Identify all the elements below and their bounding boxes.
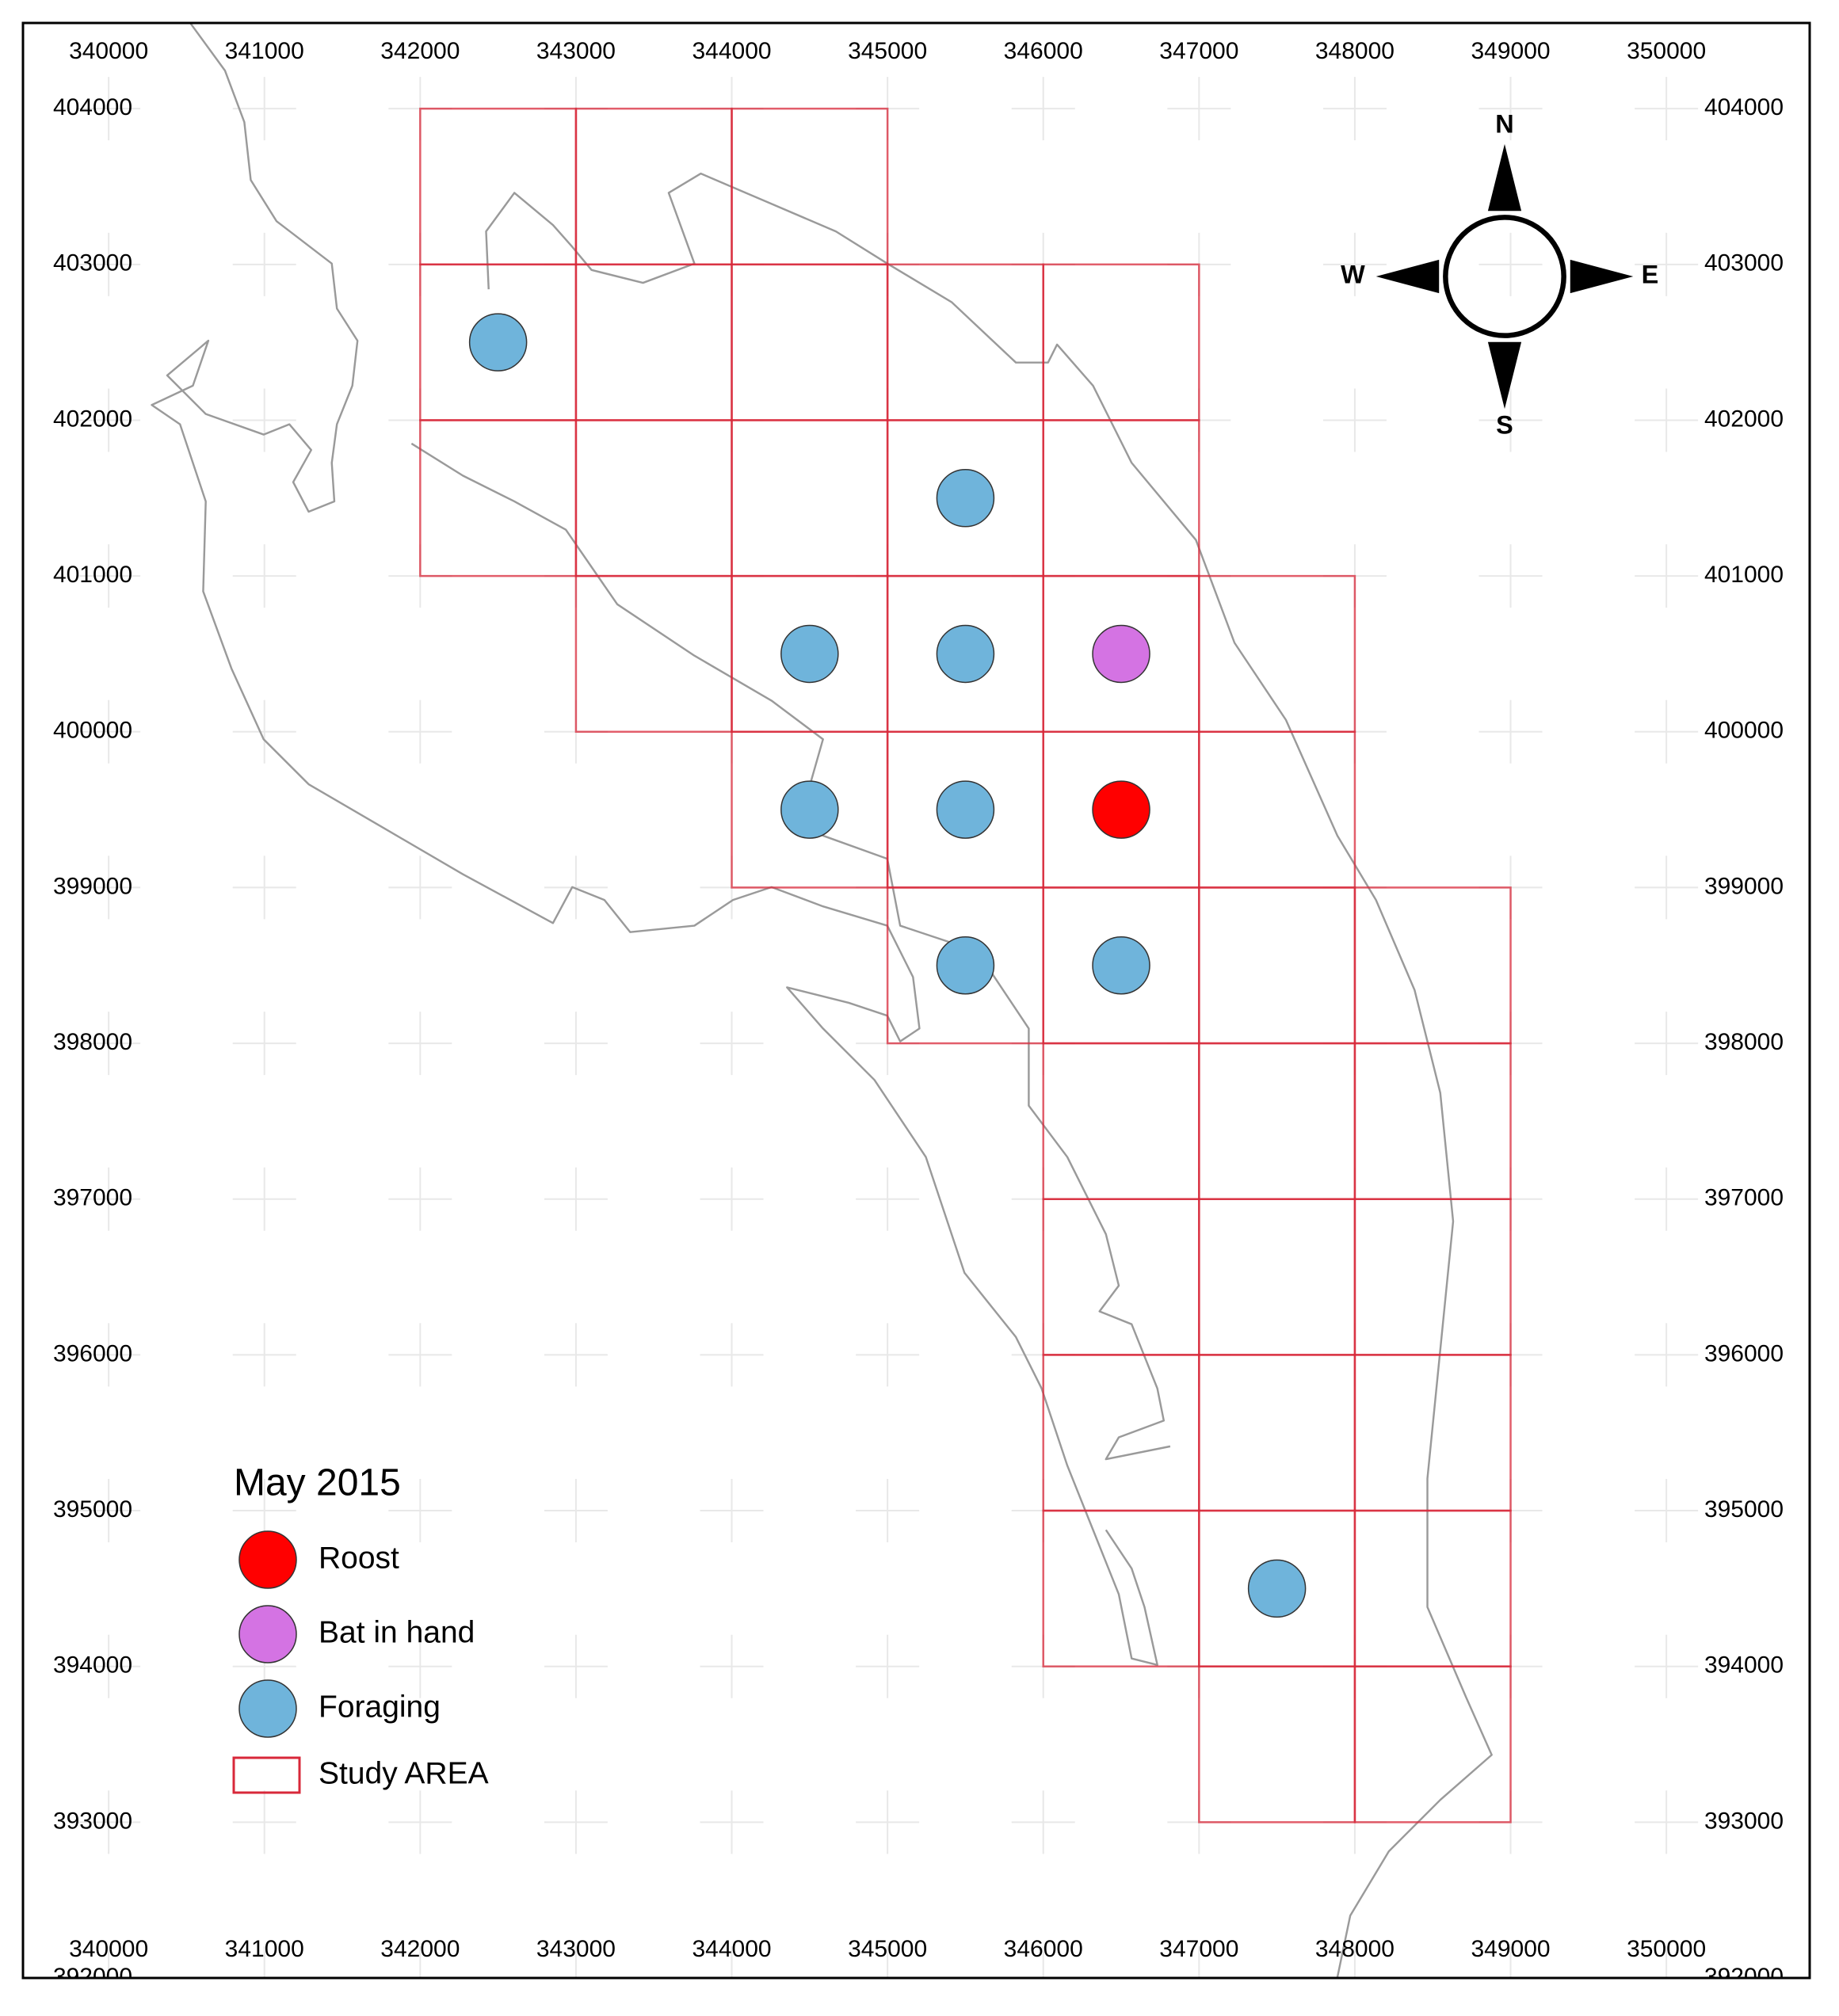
y-tick-label: 392000	[1704, 1964, 1784, 1990]
legend-swatch	[238, 1605, 297, 1663]
y-tick-label: 397000	[1704, 1185, 1784, 1211]
legend-swatch	[238, 1530, 297, 1589]
point	[936, 780, 995, 839]
y-tick-label: 404000	[53, 94, 132, 120]
x-tick-label: 342000	[380, 1936, 460, 1962]
x-tick-label: 346000	[1004, 1936, 1083, 1962]
y-tick-label: 396000	[1704, 1340, 1784, 1366]
x-tick-label: 347000	[1159, 1936, 1238, 1962]
y-tick-label: 399000	[53, 873, 132, 899]
x-tick-label: 343000	[536, 38, 616, 64]
legend-title: May 2015	[234, 1462, 401, 1504]
point	[468, 313, 528, 372]
x-tick-label: 340000	[69, 1936, 148, 1962]
compass-label: S	[1496, 410, 1513, 439]
frame	[21, 21, 1811, 1980]
x-tick-label: 341000	[225, 38, 304, 64]
study-cell	[1353, 1665, 1512, 1824]
y-tick-label: 400000	[1704, 718, 1784, 744]
legend-label: Foraging	[319, 1690, 441, 1724]
x-tick-label: 347000	[1159, 38, 1238, 64]
y-tick-label: 401000	[1704, 562, 1784, 588]
x-tick-label: 343000	[536, 1936, 616, 1962]
x-tick-label: 350000	[1627, 1936, 1706, 1962]
y-tick-label: 403000	[53, 250, 132, 276]
point	[936, 469, 995, 528]
y-tick-label: 393000	[53, 1808, 132, 1834]
legend-label: Bat in hand	[319, 1615, 475, 1649]
compass-label: N	[1495, 110, 1513, 139]
y-tick-label: 401000	[53, 562, 132, 588]
legend-label: Study AREA	[319, 1756, 489, 1790]
y-tick-label: 400000	[53, 718, 132, 744]
x-tick-label: 346000	[1004, 38, 1083, 64]
y-tick-label: 397000	[53, 1185, 132, 1211]
x-tick-label: 341000	[225, 1936, 304, 1962]
y-tick-label: 402000	[53, 406, 132, 432]
point	[936, 936, 995, 995]
compass: N S E W	[1341, 110, 1658, 440]
coast-north	[485, 172, 1493, 1978]
y-tick-label: 404000	[1704, 94, 1784, 120]
y-tick-label: 403000	[1704, 250, 1784, 276]
x-tick-label: 348000	[1315, 1936, 1395, 1962]
x-tick-label: 340000	[69, 38, 148, 64]
compass-arrow	[1487, 143, 1522, 212]
x-tick-label: 350000	[1627, 38, 1706, 64]
y-tick-label: 394000	[1704, 1652, 1784, 1679]
point	[780, 624, 839, 684]
point	[1092, 780, 1150, 839]
coast-west	[151, 23, 1158, 1667]
points	[468, 313, 1307, 1618]
compass-ring	[1443, 215, 1566, 338]
y-tick-label: 393000	[1704, 1808, 1784, 1834]
y-tick-label: 398000	[53, 1029, 132, 1055]
y-tick-label: 398000	[1704, 1029, 1784, 1055]
x-tick-label: 345000	[848, 38, 927, 64]
legend: May 2015 Roost Bat in hand Foraging Study A…	[232, 1462, 489, 1794]
legend-swatch	[232, 1756, 301, 1794]
compass-label: W	[1341, 261, 1365, 289]
x-tick-label: 349000	[1471, 1936, 1550, 1962]
x-tick-label: 349000	[1471, 38, 1550, 64]
point	[1092, 936, 1150, 995]
y-tick-label: 395000	[53, 1496, 132, 1522]
y-tick-label: 402000	[1704, 406, 1784, 432]
y-tick-label: 396000	[53, 1340, 132, 1366]
compass-arrow	[1375, 259, 1440, 294]
compass-arrow	[1487, 341, 1522, 410]
y-tick-label: 395000	[1704, 1496, 1784, 1522]
y-tick-label: 392000	[53, 1964, 132, 1990]
tick-labels: 340000 340000 341000 341000 342000 342000 3430…	[53, 38, 1784, 1990]
x-tick-label: 348000	[1315, 38, 1395, 64]
x-tick-label: 342000	[380, 38, 460, 64]
study-area	[419, 107, 1512, 1824]
point	[780, 780, 839, 839]
legend-label: Roost	[319, 1541, 399, 1575]
x-tick-label: 344000	[692, 38, 771, 64]
point	[936, 624, 995, 684]
compass-arrow	[1570, 259, 1634, 294]
y-tick-label: 399000	[1704, 873, 1784, 899]
point	[1247, 1559, 1307, 1618]
x-tick-label: 344000	[692, 1936, 771, 1962]
legend-swatch	[238, 1679, 297, 1738]
point	[1092, 624, 1150, 684]
x-tick-label: 345000	[848, 1936, 927, 1962]
compass-label: E	[1642, 261, 1659, 289]
y-tick-label: 394000	[53, 1652, 132, 1679]
